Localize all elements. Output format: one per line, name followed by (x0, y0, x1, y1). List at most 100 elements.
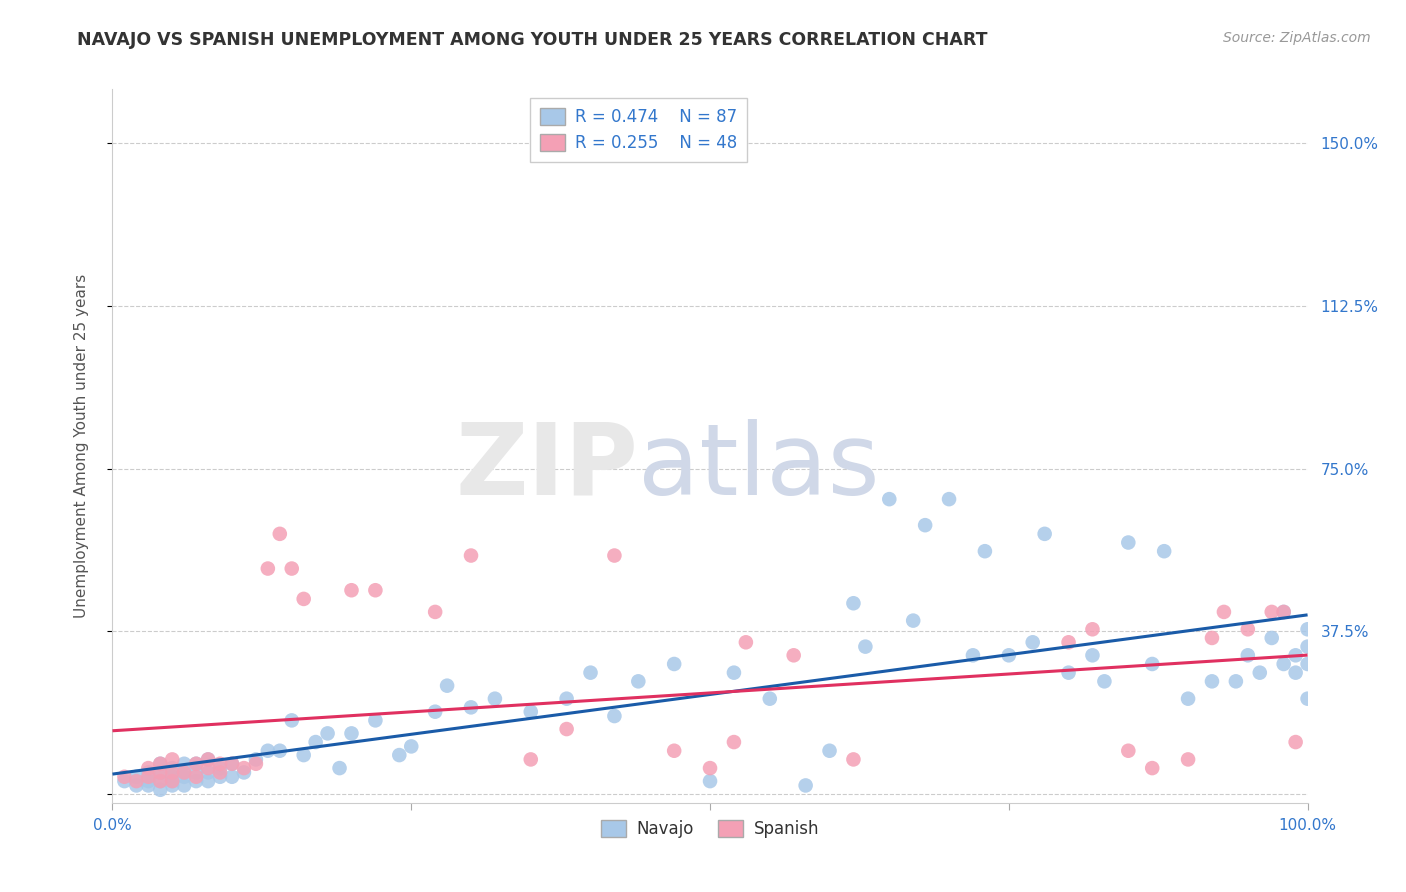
Point (1201, 631, 1223, 645)
Point (1177, 691, 1199, 706)
Point (149, 765, 172, 780)
Point (1142, 657, 1164, 671)
Point (1057, 635, 1080, 649)
Point (520, 752, 543, 766)
Point (149, 765, 172, 780)
Point (484, 691, 506, 706)
Point (1272, 605, 1295, 619)
Point (162, 774, 183, 789)
Point (627, 674, 650, 689)
Point (197, 765, 219, 780)
Point (269, 526, 291, 541)
Point (125, 770, 148, 784)
Point (555, 691, 578, 706)
Point (173, 756, 195, 771)
Legend: Navajo, Spanish: Navajo, Spanish (595, 813, 825, 845)
Point (162, 765, 183, 780)
Point (149, 774, 172, 789)
Point (520, 705, 543, 719)
Point (388, 748, 411, 763)
Point (221, 770, 243, 784)
Point (1296, 691, 1319, 706)
Point (281, 714, 304, 728)
Point (209, 765, 232, 780)
Point (1033, 526, 1056, 541)
Point (316, 726, 339, 740)
Point (1296, 640, 1319, 654)
Point (197, 761, 219, 775)
Point (794, 779, 817, 793)
Point (364, 583, 387, 598)
Point (125, 774, 148, 789)
Point (197, 752, 219, 766)
Point (1296, 622, 1319, 636)
Point (1057, 665, 1080, 680)
Point (579, 665, 602, 680)
Point (245, 752, 267, 766)
Point (425, 705, 447, 719)
Point (1261, 605, 1284, 619)
Point (401, 739, 423, 754)
Point (938, 492, 960, 507)
Point (1118, 744, 1140, 758)
Point (209, 761, 232, 775)
Point (233, 761, 256, 775)
Y-axis label: Unemployment Among Youth under 25 years: Unemployment Among Youth under 25 years (75, 274, 89, 618)
Point (1285, 665, 1308, 680)
Point (149, 756, 172, 771)
Point (138, 774, 160, 789)
Point (292, 748, 315, 763)
Point (962, 648, 984, 663)
Point (138, 761, 160, 775)
Point (1118, 535, 1140, 549)
Point (998, 648, 1021, 663)
Point (903, 614, 925, 628)
Point (305, 735, 328, 749)
Point (138, 779, 160, 793)
Point (173, 765, 195, 780)
Point (1261, 631, 1284, 645)
Point (1272, 657, 1295, 671)
Point (842, 752, 865, 766)
Point (1081, 622, 1104, 636)
Point (340, 583, 363, 598)
Point (281, 561, 304, 575)
Point (855, 640, 877, 654)
Text: Source: ZipAtlas.com: Source: ZipAtlas.com (1223, 31, 1371, 45)
Point (1249, 665, 1271, 680)
Point (138, 770, 160, 784)
Point (723, 665, 745, 680)
Point (914, 518, 936, 533)
Point (162, 774, 183, 789)
Point (1022, 635, 1045, 649)
Point (197, 774, 219, 789)
Point (257, 561, 280, 575)
Point (292, 591, 315, 606)
Point (257, 744, 280, 758)
Point (364, 714, 387, 728)
Point (186, 756, 208, 771)
Point (245, 756, 267, 771)
Point (173, 765, 195, 780)
Point (1177, 752, 1199, 766)
Point (1272, 605, 1295, 619)
Point (149, 782, 172, 797)
Point (186, 770, 208, 784)
Point (603, 549, 626, 563)
Point (162, 770, 183, 784)
Point (818, 744, 841, 758)
Text: atlas: atlas (638, 419, 880, 516)
Point (149, 756, 172, 771)
Point (974, 544, 997, 558)
Point (186, 774, 208, 789)
Point (173, 779, 195, 793)
Point (664, 657, 686, 671)
Point (699, 774, 721, 789)
Point (186, 756, 208, 771)
Point (114, 774, 135, 789)
Point (1285, 648, 1308, 663)
Point (138, 765, 160, 780)
Point (842, 596, 865, 610)
Point (125, 779, 148, 793)
Point (114, 770, 135, 784)
